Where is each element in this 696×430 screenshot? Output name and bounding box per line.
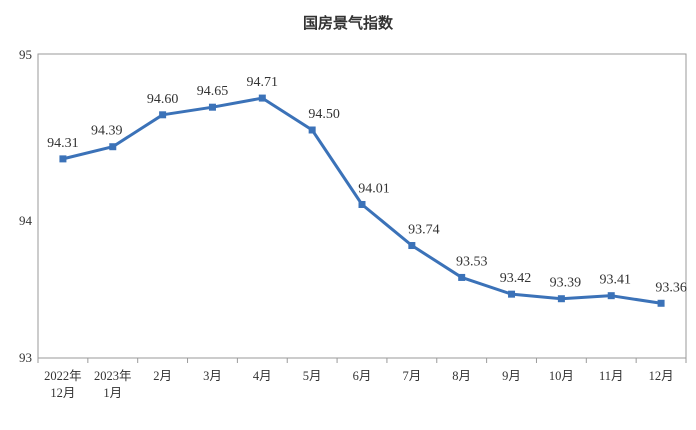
x-tick-label: 4月 bbox=[253, 369, 272, 383]
data-label: 93.42 bbox=[500, 271, 532, 286]
data-point-marker bbox=[109, 143, 117, 151]
data-point-marker bbox=[308, 126, 316, 134]
data-point-marker bbox=[657, 299, 665, 307]
data-label: 93.41 bbox=[599, 273, 631, 288]
x-tick-label: 11月 bbox=[599, 369, 624, 383]
x-tick-label: 2022年 bbox=[44, 369, 82, 383]
x-tick-label: 8月 bbox=[452, 369, 471, 383]
data-label: 94.60 bbox=[147, 92, 179, 107]
data-label: 94.31 bbox=[47, 136, 79, 151]
data-point-marker bbox=[358, 200, 366, 208]
data-point-marker bbox=[508, 290, 516, 298]
x-tick-label: 9月 bbox=[502, 369, 521, 383]
x-tick-label: 2月 bbox=[153, 369, 172, 383]
data-point-marker bbox=[607, 292, 615, 300]
y-axis: 95 94 93 bbox=[19, 47, 33, 365]
x-tick-label: 3月 bbox=[203, 369, 222, 383]
plot-area-frame bbox=[37, 53, 687, 359]
data-label: 93.39 bbox=[550, 276, 582, 291]
data-label: 93.74 bbox=[408, 223, 440, 238]
data-point-marker bbox=[59, 155, 67, 163]
data-label: 94.39 bbox=[91, 124, 123, 139]
x-tick-label: 1月 bbox=[103, 386, 122, 400]
data-labels: 94.31 94.39 94.60 94.65 94.71 94.50 94.01 93.74… bbox=[47, 75, 687, 295]
y-tick-label-93: 93 bbox=[19, 350, 32, 365]
data-point-marker bbox=[458, 273, 466, 281]
data-point-marker bbox=[159, 111, 167, 119]
x-tick-label: 7月 bbox=[402, 369, 421, 383]
series-line bbox=[62, 96, 662, 305]
data-label: 94.65 bbox=[197, 84, 229, 99]
x-tick-label: 2023年 bbox=[94, 369, 132, 383]
x-axis: 2022年 12月 2023年 1月 2月 3月 4月 5月 6月 7月 8月 9月 10月 11月 12月 bbox=[37, 358, 687, 400]
data-label: 94.50 bbox=[308, 107, 340, 122]
x-tick-label: 6月 bbox=[353, 369, 372, 383]
chart-title: 国房景气指数 bbox=[303, 14, 394, 32]
x-tick-label: 10月 bbox=[549, 369, 574, 383]
data-label: 93.53 bbox=[456, 254, 488, 269]
data-label: 94.71 bbox=[247, 75, 279, 90]
data-point-marker bbox=[408, 242, 416, 250]
data-label: 93.36 bbox=[655, 280, 687, 295]
data-point-marker bbox=[258, 94, 266, 102]
x-tick-label: 5月 bbox=[303, 369, 322, 383]
data-series bbox=[59, 94, 665, 307]
data-point-marker bbox=[208, 103, 216, 111]
y-tick-label-94: 94 bbox=[19, 213, 33, 228]
data-label: 94.01 bbox=[358, 181, 390, 196]
y-tick-label-95: 95 bbox=[19, 47, 32, 62]
data-point-marker bbox=[557, 295, 565, 303]
x-tick-label: 12月 bbox=[649, 369, 674, 383]
x-tick-label: 12月 bbox=[50, 386, 75, 400]
